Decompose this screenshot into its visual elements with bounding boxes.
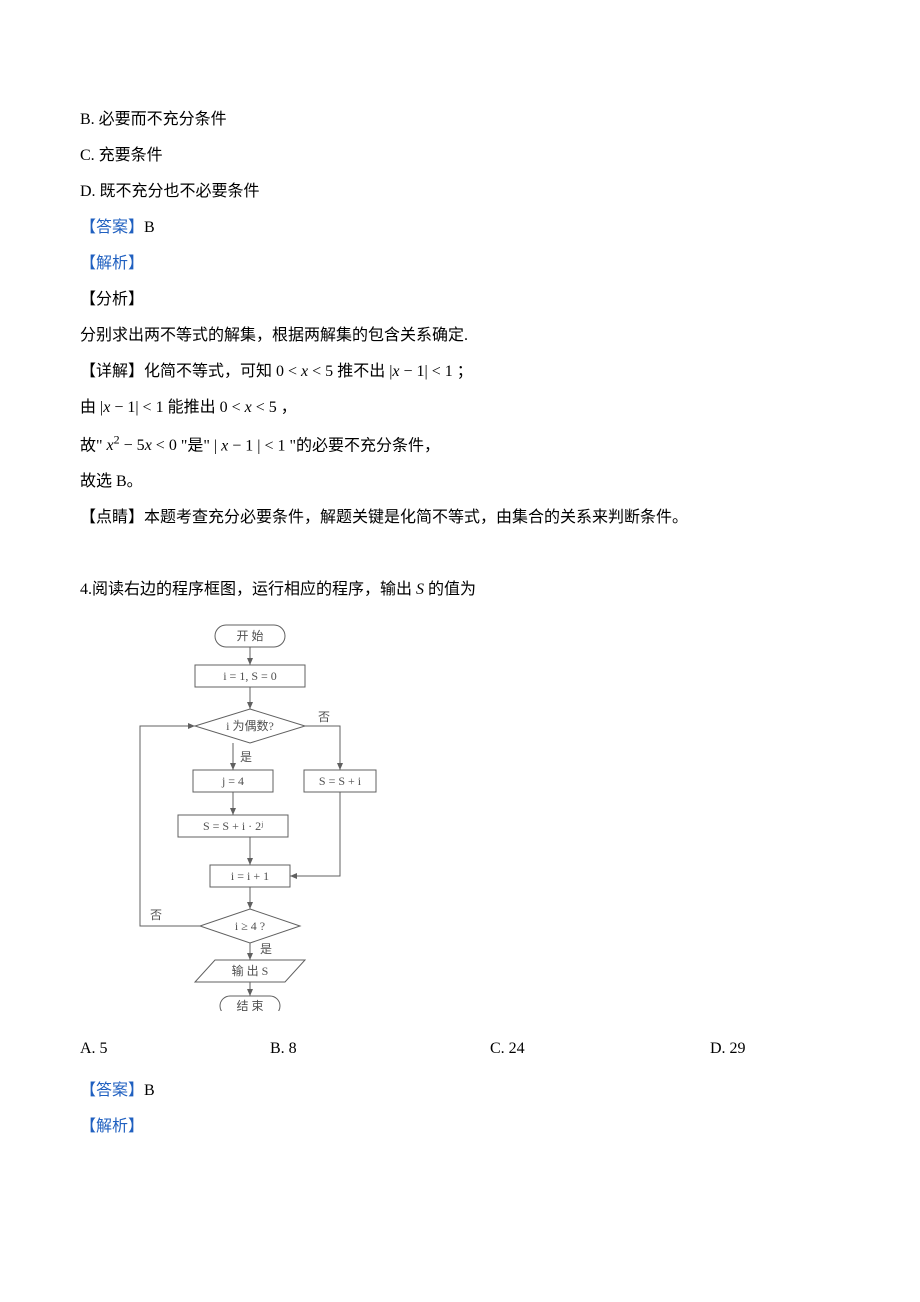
svg-text:结 束: 结 束	[236, 999, 263, 1011]
point-text: 本题考查充分必要条件，解题关键是化简不等式，由集合的关系来判断条件。	[144, 509, 688, 526]
answer-label: 【答案】	[80, 219, 144, 236]
math-expr: |x − 1| < 1	[389, 363, 453, 380]
q3-option-b: B. 必要而不充分条件	[80, 104, 840, 136]
q3-detail-line2: 由 |x − 1| < 1 能推出 0 < x < 5 ，	[80, 392, 840, 424]
svg-text:否: 否	[150, 908, 162, 922]
line3-mid: "是"	[181, 437, 210, 454]
q4-option-b: B. 8	[270, 1033, 490, 1065]
q3-answer: 【答案】B	[80, 212, 840, 244]
svg-text:S = S + i · 2ʲ: S = S + i · 2ʲ	[203, 819, 263, 833]
q4-var: S	[416, 581, 424, 598]
svg-text:i = 1, S = 0: i = 1, S = 0	[223, 669, 277, 683]
q4-analysis-label: 【解析】	[80, 1111, 840, 1143]
detail-mid: 推不出	[337, 363, 385, 380]
q3-section-label: 【分析】	[80, 284, 840, 316]
line2-mid: 能推出	[168, 399, 216, 416]
q3-detail-line3: 故" x2 − 5x < 0 "是" | x − 1 | < 1 "的必要不充分…	[80, 428, 840, 462]
flowchart-diagram: 是否是否开 始i = 1, S = 0i 为偶数?j = 4S = S + iS…	[120, 621, 840, 1023]
svg-text:S = S + i: S = S + i	[319, 774, 362, 788]
q3-detail-line1: 【详解】化简不等式，可知 0 < x < 5 推不出 |x − 1| < 1 ；	[80, 356, 840, 388]
math-expr: 0 < x < 5	[220, 399, 277, 416]
svg-text:输 出 S: 输 出 S	[232, 963, 269, 978]
svg-text:i ≥ 4 ?: i ≥ 4 ?	[235, 919, 265, 933]
svg-text:i 为偶数?: i 为偶数?	[226, 718, 274, 733]
q4-option-a: A. 5	[80, 1033, 270, 1065]
line3-end: "的必要不充分条件，	[289, 437, 440, 454]
q4-option-c: C. 24	[490, 1033, 710, 1065]
q3-analysis-text: 分别求出两不等式的解集，根据两解集的包含关系确定.	[80, 320, 840, 352]
answer-value: B	[144, 1082, 155, 1099]
svg-text:j = 4: j = 4	[221, 774, 244, 788]
svg-text:是: 是	[240, 750, 252, 764]
q3-analysis-label: 【解析】	[80, 248, 840, 280]
svg-text:是: 是	[260, 942, 272, 956]
math-expr: | x − 1 | < 1	[214, 437, 286, 454]
q3-option-c: C. 充要条件	[80, 140, 840, 172]
q4-question: 4.阅读右边的程序框图，运行相应的程序，输出 S 的值为	[80, 574, 840, 606]
svg-text:开 始: 开 始	[236, 629, 263, 643]
q3-option-d: D. 既不充分也不必要条件	[80, 176, 840, 208]
comma: ，	[281, 399, 297, 416]
q4-options: A. 5 B. 8 C. 24 D. 29	[80, 1033, 840, 1065]
q3-detail-line4: 故选 B。	[80, 466, 840, 498]
q4-prefix: 4.阅读右边的程序框图，运行相应的程序，输出	[80, 581, 416, 598]
semicolon: ；	[457, 363, 473, 380]
svg-text:否: 否	[318, 710, 330, 724]
math-expr: x2 − 5x < 0	[107, 437, 177, 454]
svg-text:i = i + 1: i = i + 1	[231, 869, 269, 883]
q4-suffix: 的值为	[424, 581, 476, 598]
math-expr: |x − 1| < 1	[100, 399, 164, 416]
math-expr: 0 < x < 5	[276, 363, 333, 380]
q4-option-d: D. 29	[710, 1033, 830, 1065]
answer-value: B	[144, 219, 155, 236]
point-label: 【点睛】	[80, 509, 144, 526]
q4-answer: 【答案】B	[80, 1075, 840, 1107]
line3-prefix: 故"	[80, 437, 103, 454]
answer-label: 【答案】	[80, 1082, 144, 1099]
q3-point: 【点睛】本题考查充分必要条件，解题关键是化简不等式，由集合的关系来判断条件。	[80, 502, 840, 534]
flowchart-svg: 是否是否开 始i = 1, S = 0i 为偶数?j = 4S = S + iS…	[120, 621, 380, 1011]
detail-prefix: 【详解】化简不等式，可知	[80, 363, 276, 380]
line2-prefix: 由	[80, 399, 96, 416]
